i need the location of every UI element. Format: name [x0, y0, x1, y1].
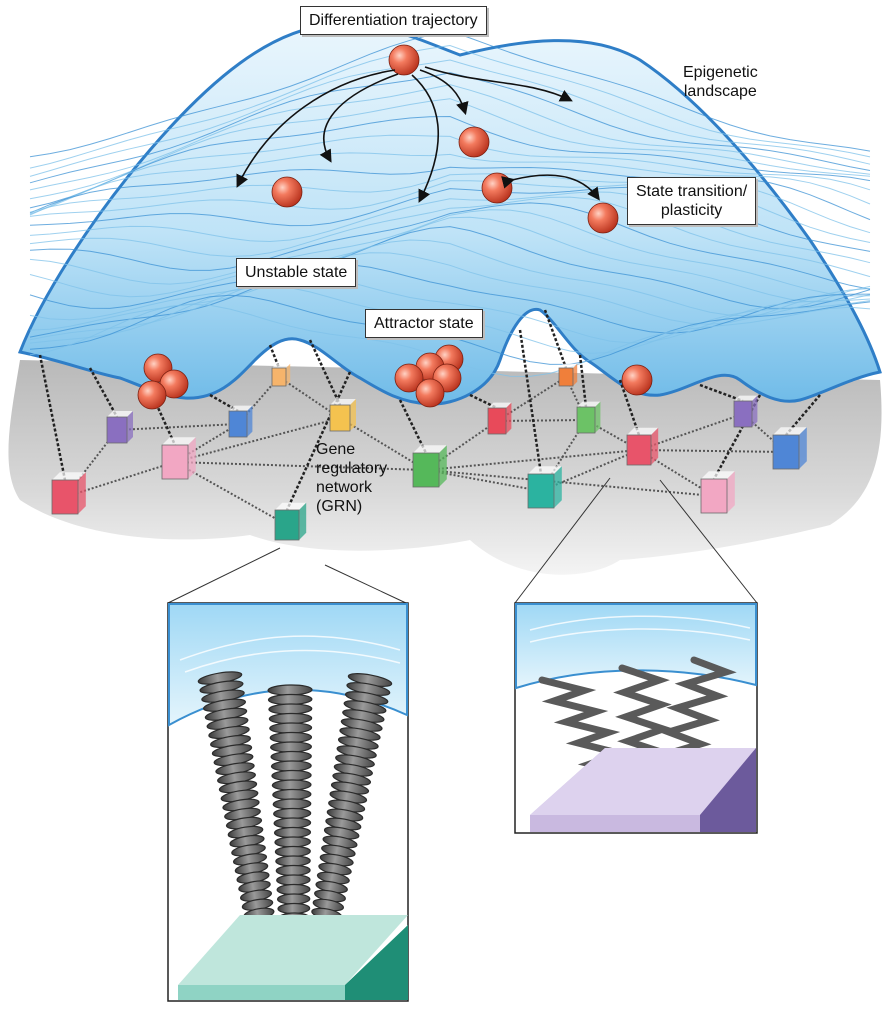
epigenetic-landscape-label: Epigenetic landscape: [683, 63, 758, 101]
contour-line: [29, 44, 871, 169]
grn-node: [700, 471, 735, 514]
trajectory-arrow-center: [411, 74, 439, 203]
grn-edge: [174, 461, 427, 471]
grn-edge: [425, 469, 715, 497]
grn-nodes: [51, 363, 807, 541]
grn-edge: [638, 449, 787, 453]
contour-line: [29, 216, 871, 303]
cell-state-ball: [394, 363, 424, 393]
inset-right-loose-chromatin: [514, 602, 758, 834]
contour-line: [29, 84, 871, 191]
state-transition-label: State transition/ plasticity: [627, 177, 757, 225]
contour-line: [29, 152, 871, 216]
trajectory-arrow-mid-left: [319, 73, 399, 163]
grn-node: [733, 395, 758, 428]
grn-edge: [425, 469, 542, 492]
grn-edge: [496, 419, 587, 422]
cell-state-ball: [415, 378, 445, 408]
differentiation-trajectory-label: Differentiation trajectory: [300, 6, 487, 35]
grn-node: [576, 401, 601, 434]
grn-node: [274, 502, 307, 541]
landscape-peg: [543, 309, 568, 369]
contour-line: [29, 196, 871, 278]
contour-line: [29, 134, 871, 215]
contour-line: [29, 202, 871, 290]
contour-line: [29, 59, 871, 177]
grn-node: [527, 466, 562, 509]
cell-state-ball: [481, 172, 513, 204]
contour-line: [29, 72, 871, 184]
contour-line: [29, 98, 871, 200]
epigenetic-landscape-line1: Epigenetic: [683, 64, 758, 81]
grn-node: [161, 437, 196, 480]
purple-platform: [700, 748, 756, 832]
grn-node: [626, 427, 659, 466]
grn-node: [412, 445, 447, 488]
grn-node: [271, 363, 291, 387]
grn-node: [51, 472, 86, 515]
coil-tube: [197, 671, 280, 957]
landscape-peg: [285, 371, 352, 511]
landscape-peg: [518, 329, 543, 475]
attractor-state-label: Attractor state: [365, 309, 483, 338]
plasticity-arrow: [501, 174, 600, 201]
grn-edge: [64, 461, 176, 498]
trajectory-arrow-right: [424, 66, 573, 102]
contour-line: [29, 115, 871, 209]
differentiation-arrows: [236, 66, 600, 203]
cell-state-ball: [388, 44, 420, 76]
cell-state-ball: [621, 364, 653, 396]
contour-line: [29, 191, 871, 264]
contour-line: [29, 252, 871, 331]
trajectory-arrow-left: [236, 69, 396, 188]
grn-node: [228, 405, 253, 438]
epigenetic-landscape-line2: landscape: [683, 83, 757, 100]
contour-line: [29, 274, 871, 344]
landscape-peg: [88, 367, 119, 418]
contour-line: [29, 209, 871, 297]
grn-node: [487, 402, 512, 435]
grn-line3: network: [316, 479, 373, 496]
grn-line1: Gene: [316, 441, 356, 458]
landscape-peg: [785, 394, 821, 436]
cell-state-ball: [137, 380, 167, 410]
landscape-peg: [578, 354, 588, 408]
zoom-callout-lines: [167, 477, 758, 604]
grn-edge: [116, 423, 239, 431]
grn-line4: (GRN): [316, 498, 363, 515]
landscape-peg: [38, 354, 67, 481]
grn-node: [329, 399, 356, 432]
grn-edge: [174, 417, 341, 463]
grn-node: [772, 427, 807, 470]
cell-state-ball: [587, 202, 619, 234]
state-transition-line2: plasticity: [660, 202, 723, 219]
contour-line: [29, 226, 871, 309]
grn-node: [558, 363, 578, 387]
landscape-peg: [308, 339, 342, 406]
cell-state-balls: [137, 44, 653, 410]
grn-label: Gene regulatory network (GRN): [316, 440, 387, 516]
landscape-peg: [699, 383, 744, 403]
cell-state-ball: [271, 176, 303, 208]
trajectory-arrow-center-right: [419, 69, 469, 116]
unstable-state-label: Unstable state: [236, 258, 357, 287]
grn-line2: regulatory: [316, 460, 388, 477]
inset-left-coiled-chromatin: [167, 602, 409, 1002]
grn-node: [106, 411, 133, 444]
state-transition-line1: State transition/: [636, 183, 748, 200]
contour-line: [29, 264, 871, 338]
cell-state-ball: [458, 126, 490, 158]
